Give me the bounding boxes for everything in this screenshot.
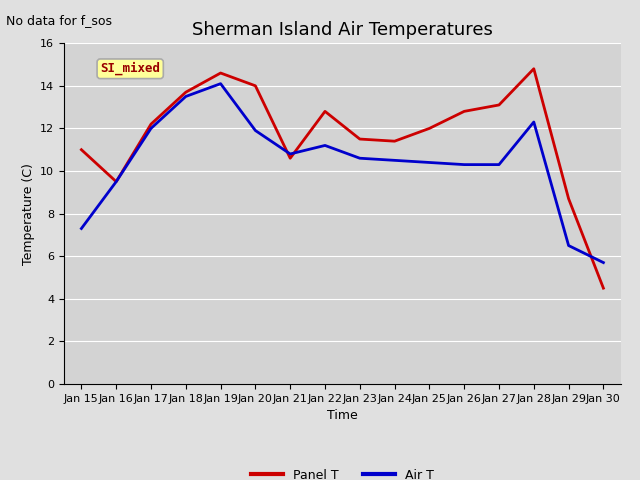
Panel T: [182, 89, 189, 95]
Panel T: [356, 136, 364, 142]
Air T: [356, 156, 364, 161]
Air T: [391, 157, 399, 163]
Text: No data for f_sos: No data for f_sos: [6, 14, 113, 27]
Panel T: [77, 147, 85, 153]
Air T: [530, 119, 538, 125]
Air T: [286, 151, 294, 157]
Panel T: [147, 121, 155, 127]
Air T: [564, 243, 572, 249]
Air T: [495, 162, 503, 168]
Air T: [426, 159, 433, 165]
Air T: [182, 94, 189, 99]
Text: SI_mixed: SI_mixed: [100, 62, 160, 75]
X-axis label: Time: Time: [327, 409, 358, 422]
Air T: [147, 125, 155, 131]
Panel T: [460, 108, 468, 114]
Air T: [113, 179, 120, 184]
Panel T: [321, 108, 329, 114]
Air T: [217, 81, 225, 86]
Title: Sherman Island Air Temperatures: Sherman Island Air Temperatures: [192, 21, 493, 39]
Line: Panel T: Panel T: [81, 69, 604, 288]
Air T: [321, 143, 329, 148]
Air T: [252, 128, 259, 133]
Panel T: [391, 138, 399, 144]
Panel T: [530, 66, 538, 72]
Line: Air T: Air T: [81, 84, 604, 263]
Air T: [600, 260, 607, 265]
Panel T: [286, 156, 294, 161]
Air T: [77, 226, 85, 231]
Panel T: [217, 70, 225, 76]
Panel T: [564, 196, 572, 202]
Panel T: [252, 83, 259, 89]
Panel T: [495, 102, 503, 108]
Panel T: [113, 179, 120, 184]
Air T: [460, 162, 468, 168]
Panel T: [600, 285, 607, 291]
Y-axis label: Temperature (C): Temperature (C): [22, 163, 35, 264]
Panel T: [426, 125, 433, 131]
Legend: Panel T, Air T: Panel T, Air T: [246, 464, 438, 480]
